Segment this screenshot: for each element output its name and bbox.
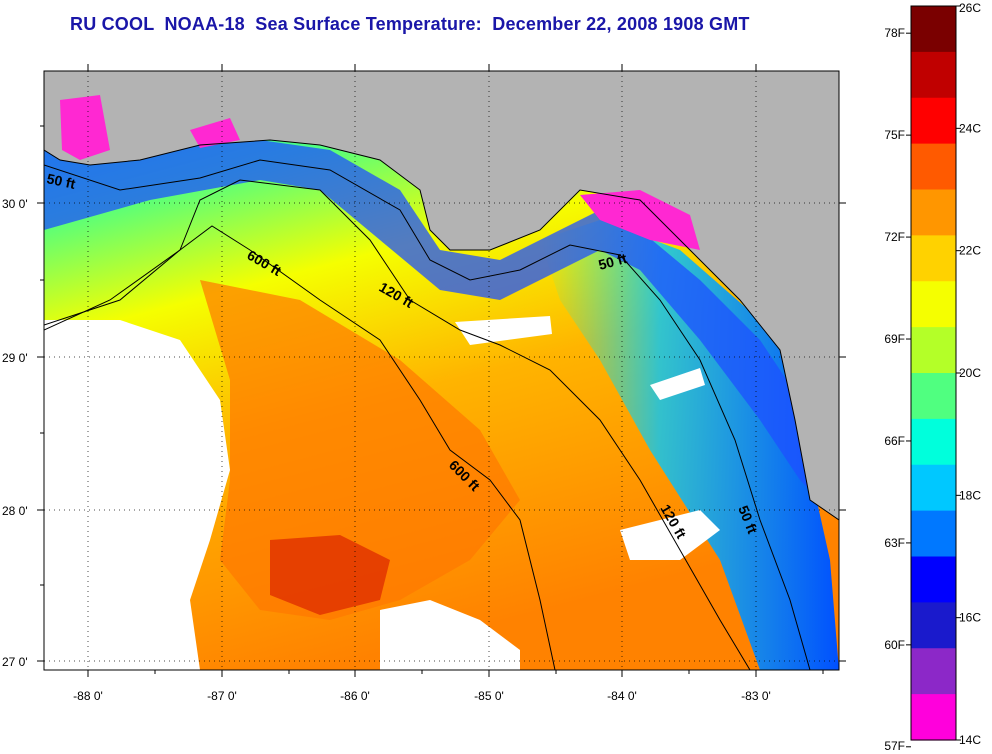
colorbar-fahrenheit-label: 69F [884,332,905,346]
colorbar-band [911,464,956,512]
colorbar-celsius-label: 24C [959,121,981,135]
colorbar-fahrenheit-label: 63F [884,536,905,550]
lat-label-30: 30 0' [2,197,28,211]
bay-magenta-big-bend [580,190,700,250]
lon-label-84: -84 0' [607,689,637,703]
colorbar-fahrenheit-label: 57F [884,739,905,753]
hot-spot-region [270,535,390,615]
colorbar-band [911,556,956,603]
colorbar-fahrenheit-label: 72F [884,230,905,244]
coastline [44,139,839,521]
colorbar-band [911,694,956,741]
isobath-120ft-contour [44,179,751,670]
colorbar-fahrenheit-label: 66F [884,434,905,448]
map-title: RU COOL NOAA-18 Sea Surface Temperature:… [70,14,750,34]
bay-magenta-mobile [190,118,240,148]
map-panel [44,71,839,670]
colorbar-fahrenheit-labels: 78F 75F 72F 69F 66F 63F 60F 57F [884,26,905,753]
colorbar-celsius-label: 22C [959,244,981,258]
colorbar-band [911,648,956,695]
colorbar-bands [911,6,956,741]
east-shelf-cool-water [540,220,839,670]
axis-ticks [37,64,846,677]
colorbar-band [911,373,956,420]
colorbar-celsius-label: 20C [959,366,981,380]
colorbar-celsius-label: 18C [959,488,981,502]
map-frame [43,70,840,671]
colorbar-band [911,281,956,328]
bay-magenta-west [60,95,110,160]
colorbar-fahrenheit-label: 75F [884,128,905,142]
isobath-50ft-contour [44,159,811,670]
lat-label-29: 29 0' [2,351,28,365]
colorbar-band [911,97,956,145]
colorbar-fahrenheit-label: 78F [884,26,905,40]
lon-label-83: -83 0' [741,689,771,703]
colorbar-band [911,327,956,374]
lat-label-27: 27 0' [2,655,28,669]
colorbar-band [911,189,956,236]
colorbar: 78F 75F 72F 69F 66F 63F 60F 57F 26C 24C 22C 20C 18C… [884,1,981,753]
colorbar-fahrenheit-label: 60F [884,638,905,652]
cloud-cover-west [44,320,230,670]
colorbar-celsius-labels: 26C 24C 22C 20C 18C 16C 14C [959,1,981,747]
colorbar-band [911,6,956,53]
colorbar-celsius-label: 16C [959,611,981,625]
colorbar-band [911,143,956,191]
colorbar-band [911,510,956,558]
cloud-patch-3 [650,368,705,400]
lon-label-88: -88 0' [73,689,103,703]
colorbar-celsius-label: 14C [959,733,981,747]
isobath-600ft-contour [44,225,556,670]
warm-core-region [200,280,520,620]
cloud-patch-2 [620,510,720,560]
lon-label-85: -85 0' [474,689,504,703]
colorbar-ticks [906,5,961,748]
isobath-label-50ft-east: 50 ft [597,250,629,273]
lat-label-28: 28 0' [2,504,28,518]
colorbar-band [911,51,956,99]
colorbar-band [911,602,956,649]
colorbar-band [911,418,956,466]
isobath-label-50ft-west: 50 ft [45,170,77,192]
cloud-cover-south [380,600,520,670]
land-area [44,71,839,520]
lon-label-86: -86 0' [340,689,370,703]
colorbar-band [911,235,956,282]
colorbar-celsius-label: 26C [959,1,981,15]
lon-label-87: -87 0' [207,689,237,703]
